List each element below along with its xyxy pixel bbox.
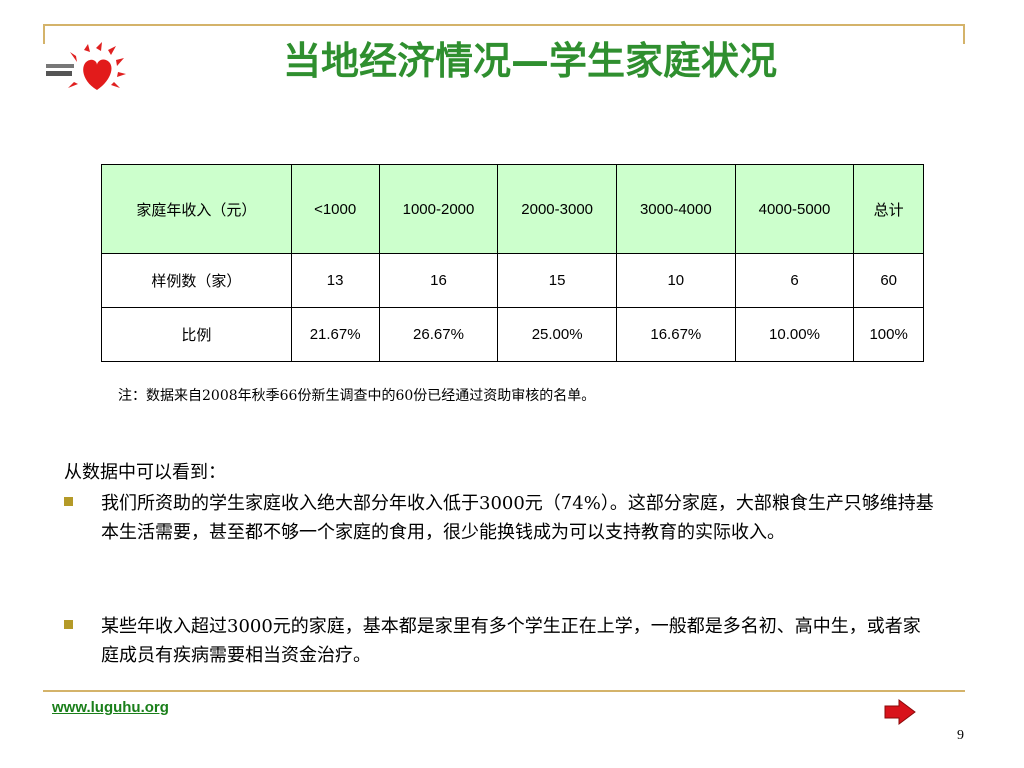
table-cell: 26.67% <box>378 307 499 362</box>
top-right-border-tick <box>963 24 965 44</box>
heart-icon <box>83 59 112 90</box>
table-cell: 60 <box>853 253 924 308</box>
slide-title: 当地经济情况—学生家庭状况 <box>282 39 777 83</box>
header-cell: 2000-3000 <box>497 164 617 254</box>
table-cell: 6 <box>734 253 855 308</box>
next-arrow-icon[interactable] <box>884 699 916 725</box>
top-border-line <box>43 24 965 26</box>
bullet-text: 某些年收入超过3000元的家庭，基本都是家里有多个学生正在上学，一般都是多名初、… <box>101 616 921 666</box>
income-table: 家庭年收入（元） <1000 1000-2000 2000-3000 3000-… <box>101 164 924 362</box>
header-cell: 4000-5000 <box>734 164 855 254</box>
table-cell: 10 <box>615 253 736 308</box>
table-cell: 100% <box>853 307 924 362</box>
table-row-sample-count: 样例数（家） 13 16 15 10 6 60 <box>101 253 924 308</box>
table-cell: 13 <box>290 253 380 308</box>
bullet-item: 某些年收入超过3000元的家庭，基本都是家里有多个学生正在上学，一般都是多名初、… <box>64 612 934 670</box>
top-left-border-tick <box>43 24 45 44</box>
table-cell: 16.67% <box>615 307 736 362</box>
intro-text: 从数据中可以看到： <box>64 462 226 483</box>
sun-rays-icon <box>68 42 126 88</box>
table-row-ratio: 比例 21.67% 26.67% 25.00% 16.67% 10.00% 10… <box>101 307 924 362</box>
table-note: 注：数据来自2008年秋季66份新生调查中的60份已经通过资助审核的名单。 <box>118 388 596 404</box>
table-cell: 25.00% <box>497 307 617 362</box>
page-number: 9 <box>957 728 964 743</box>
footer-line <box>43 690 965 692</box>
table-cell: 10.00% <box>734 307 855 362</box>
header-cell: <1000 <box>290 164 380 254</box>
square-bullet-icon <box>64 620 73 629</box>
table-cell: 21.67% <box>290 307 380 362</box>
organization-logo <box>46 42 126 90</box>
table-cell: 16 <box>378 253 499 308</box>
bullet-item: 我们所资助的学生家庭收入绝大部分年收入低于3000元（74%）。这部分家庭，大部… <box>64 489 934 547</box>
square-bullet-icon <box>64 497 73 506</box>
header-cell: 1000-2000 <box>378 164 499 254</box>
bullet-text: 我们所资助的学生家庭收入绝大部分年收入低于3000元（74%）。这部分家庭，大部… <box>101 493 934 543</box>
table-header-row: 家庭年收入（元） <1000 1000-2000 2000-3000 3000-… <box>101 164 924 254</box>
table-cell: 15 <box>497 253 617 308</box>
row-label-cell: 样例数（家） <box>101 253 292 308</box>
header-cell: 3000-4000 <box>615 164 736 254</box>
row-label-cell: 比例 <box>101 307 292 362</box>
header-cell: 家庭年收入（元） <box>101 164 292 254</box>
header-cell: 总计 <box>853 164 924 254</box>
website-link[interactable]: www.luguhu.org <box>52 699 169 716</box>
